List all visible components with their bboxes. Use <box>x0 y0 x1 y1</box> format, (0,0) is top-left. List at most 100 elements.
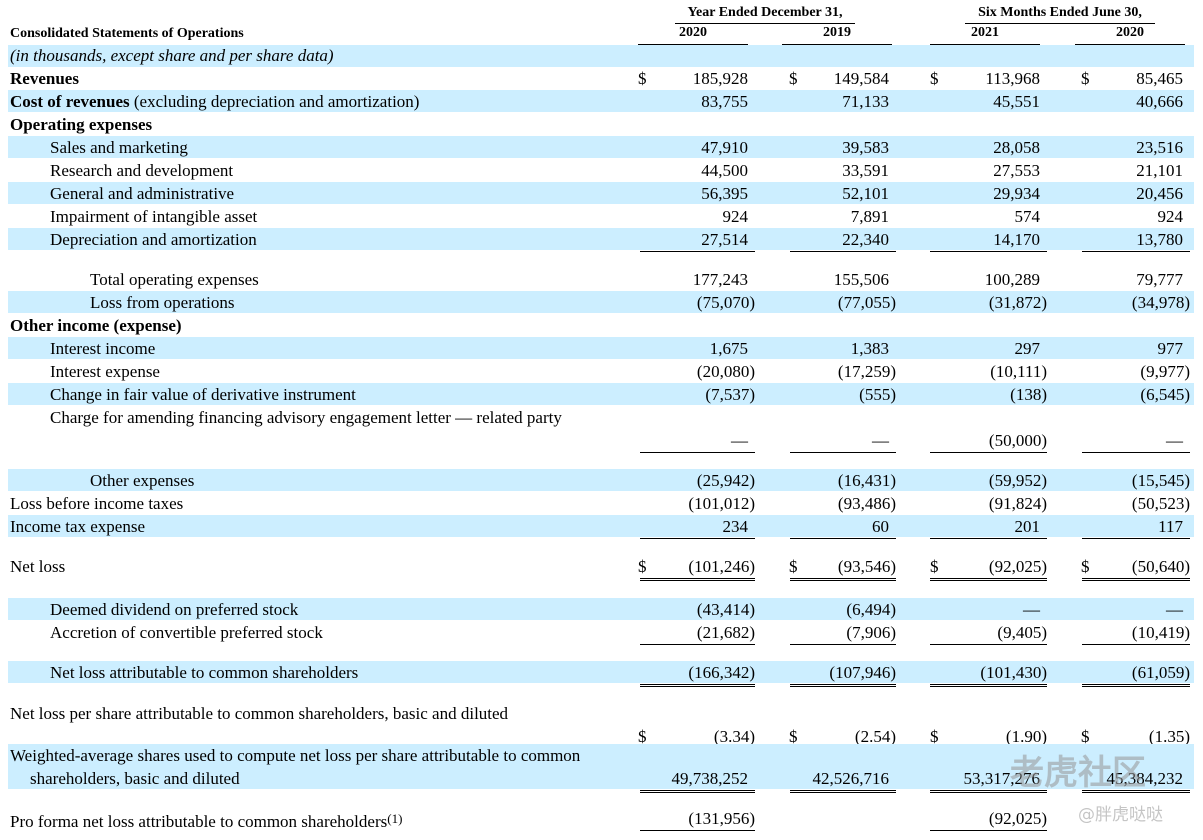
currency-symbol: $ <box>1081 727 1090 746</box>
total-rule <box>1082 538 1190 539</box>
row-label: Weighted-average shares used to compute … <box>10 744 632 790</box>
label-text: Interest income <box>50 339 156 358</box>
label-text: Net loss per share attributable to commo… <box>10 704 509 723</box>
cell-value: (555) <box>859 385 896 404</box>
cell-value: 100,289 <box>984 270 1040 289</box>
total-rule <box>1082 644 1190 645</box>
label-text: Change in fair value of derivative instr… <box>50 385 356 404</box>
cell-value: 22,340 <box>842 230 889 249</box>
total-rule <box>640 644 755 645</box>
column-group: Year Ended December 31, <box>687 5 843 20</box>
total-rule <box>640 790 755 793</box>
watermark: 老虎社区 <box>1010 753 1146 793</box>
cell-value: 117 <box>1158 517 1183 536</box>
cell-value: (10,419) <box>1131 623 1190 642</box>
row-label: Pro forma net loss attributable to commo… <box>10 807 632 833</box>
cell-value: 13,780 <box>1136 230 1183 249</box>
cell-value: 924 <box>1157 207 1184 226</box>
total-rule <box>1082 684 1190 687</box>
cell-value: (1.35) <box>1148 727 1190 746</box>
cell-value: 297 <box>1014 339 1041 358</box>
cell-value: (10,111) <box>990 362 1047 381</box>
row-label: Operating expenses <box>10 113 632 136</box>
cell-value: — <box>731 431 748 450</box>
row-label: Accretion of convertible preferred stock <box>50 621 632 644</box>
cell-value: (20,080) <box>696 362 755 381</box>
header-rule <box>930 44 1040 45</box>
cell-value: (9,405) <box>997 623 1047 642</box>
label-text: Charge for amending financing advisory e… <box>50 408 562 427</box>
row-band <box>8 182 1194 204</box>
cell-value: 155,506 <box>833 270 889 289</box>
label-text: Interest expense <box>50 362 160 381</box>
cell-value: (50,523) <box>1131 494 1190 513</box>
cell-value: 45,551 <box>993 92 1040 111</box>
cell-value: — <box>1166 431 1183 450</box>
cell-value: 79,777 <box>1136 270 1183 289</box>
label-text: Income tax expense <box>10 517 145 536</box>
column-year: 2020 <box>1116 25 1144 40</box>
row-band <box>8 291 1194 313</box>
cell-value: (7,906) <box>846 623 896 642</box>
currency-symbol: $ <box>638 69 647 88</box>
cell-value: (93,486) <box>837 494 896 513</box>
currency-symbol: $ <box>1081 69 1090 88</box>
row-label: Charge for amending financing advisory e… <box>50 406 632 429</box>
cell-value: 924 <box>722 207 749 226</box>
row-label: Research and development <box>50 159 632 182</box>
cell-value: 177,243 <box>692 270 748 289</box>
cell-value: 45,384,232 <box>1106 769 1184 788</box>
total-rule <box>930 830 1047 831</box>
total-rule <box>790 644 896 645</box>
cell-value: 42,526,716 <box>812 769 890 788</box>
cell-value: 149,584 <box>833 69 889 88</box>
cell-value: (43,414) <box>696 600 755 619</box>
row-label: Net loss per share attributable to commo… <box>10 702 632 725</box>
cell-value: (101,246) <box>688 557 755 576</box>
label-text: General and administrative <box>50 184 235 203</box>
cell-value: (9,977) <box>1140 362 1190 381</box>
column-group: Six Months Ended June 30, <box>978 5 1142 20</box>
total-rule <box>930 452 1047 453</box>
watermark: @胖虎哒哒 <box>1078 805 1163 825</box>
total-rule <box>1082 790 1190 793</box>
cell-value: (107,946) <box>829 663 896 682</box>
total-rule <box>930 790 1047 793</box>
total-rule <box>1082 578 1190 581</box>
row-band <box>8 45 1194 67</box>
currency-symbol: $ <box>789 727 798 746</box>
cell-value: 23,516 <box>1136 138 1183 157</box>
total-rule <box>930 578 1047 581</box>
cell-value: 20,456 <box>1136 184 1183 203</box>
cell-value: 185,928 <box>692 69 748 88</box>
total-rule <box>640 578 755 581</box>
label-text: Research and development <box>50 161 234 180</box>
cell-value: 83,755 <box>701 92 748 111</box>
cell-value: (61,059) <box>1131 663 1190 682</box>
row-label: Other expenses <box>90 469 632 492</box>
cell-value: 49,738,252 <box>671 769 749 788</box>
total-rule <box>790 684 896 687</box>
currency-symbol: $ <box>789 69 798 88</box>
cell-value: 14,170 <box>993 230 1040 249</box>
row-band <box>8 598 1194 620</box>
cell-value: (93,546) <box>837 557 896 576</box>
cell-value: (75,070) <box>696 293 755 312</box>
cell-value: 201 <box>1014 517 1041 536</box>
cell-value: 71,133 <box>842 92 889 111</box>
cell-value: 574 <box>1014 207 1041 226</box>
label-text: Pro forma net loss attributable to commo… <box>10 812 388 831</box>
cell-value: 39,583 <box>842 138 889 157</box>
cell-value: — <box>1166 600 1183 619</box>
row-band <box>8 744 1194 789</box>
currency-symbol: $ <box>638 557 647 576</box>
column-year: 2021 <box>971 25 999 40</box>
header-rule <box>675 23 855 24</box>
cell-value: (50,000) <box>988 431 1047 450</box>
cell-value: (31,872) <box>988 293 1047 312</box>
header-rule <box>638 44 748 45</box>
footnote: (1) <box>387 811 403 826</box>
row-label: Income tax expense <box>10 515 632 538</box>
cell-value: 53,317,276 <box>963 769 1041 788</box>
cell-value: 113,968 <box>985 69 1040 88</box>
